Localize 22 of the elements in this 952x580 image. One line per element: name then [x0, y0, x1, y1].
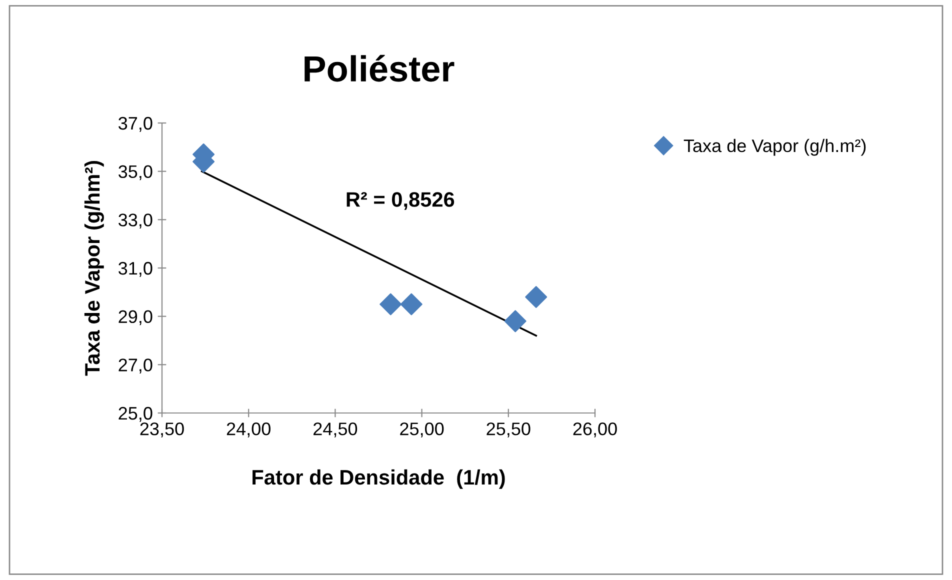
x-tick-label: 24,00 [226, 422, 270, 438]
y-axis-title: Taxa de Vapor (g/hm²) [84, 160, 104, 376]
y-tick-label: 31,0 [118, 262, 152, 277]
annotation: R² = 0,8526 [346, 192, 454, 210]
x-tick-label: 25,00 [400, 422, 444, 438]
y-tick-label: 37,0 [118, 116, 152, 132]
y-tick-label: 25,0 [118, 406, 152, 422]
x-tick-label: 26,00 [573, 422, 617, 438]
point [504, 310, 526, 332]
legend-label: Taxa de Vapor (g/h.m²) [684, 138, 866, 156]
y-tick-label: 29,0 [118, 310, 152, 326]
y-tick-label: 33,0 [118, 214, 152, 229]
x-tick-label: 23,50 [140, 422, 184, 438]
x-tick-label: 24,50 [314, 422, 358, 438]
point [380, 293, 402, 316]
x-axis-title: Fator de Densidade (1/m) [252, 469, 505, 489]
chart-title: Poliéster [304, 54, 454, 82]
point [525, 286, 548, 308]
y-tick-label: 35,0 [118, 165, 152, 180]
point [400, 293, 422, 316]
x-tick-label: 25,50 [486, 422, 530, 438]
y-tick-label: 27,0 [118, 358, 152, 374]
